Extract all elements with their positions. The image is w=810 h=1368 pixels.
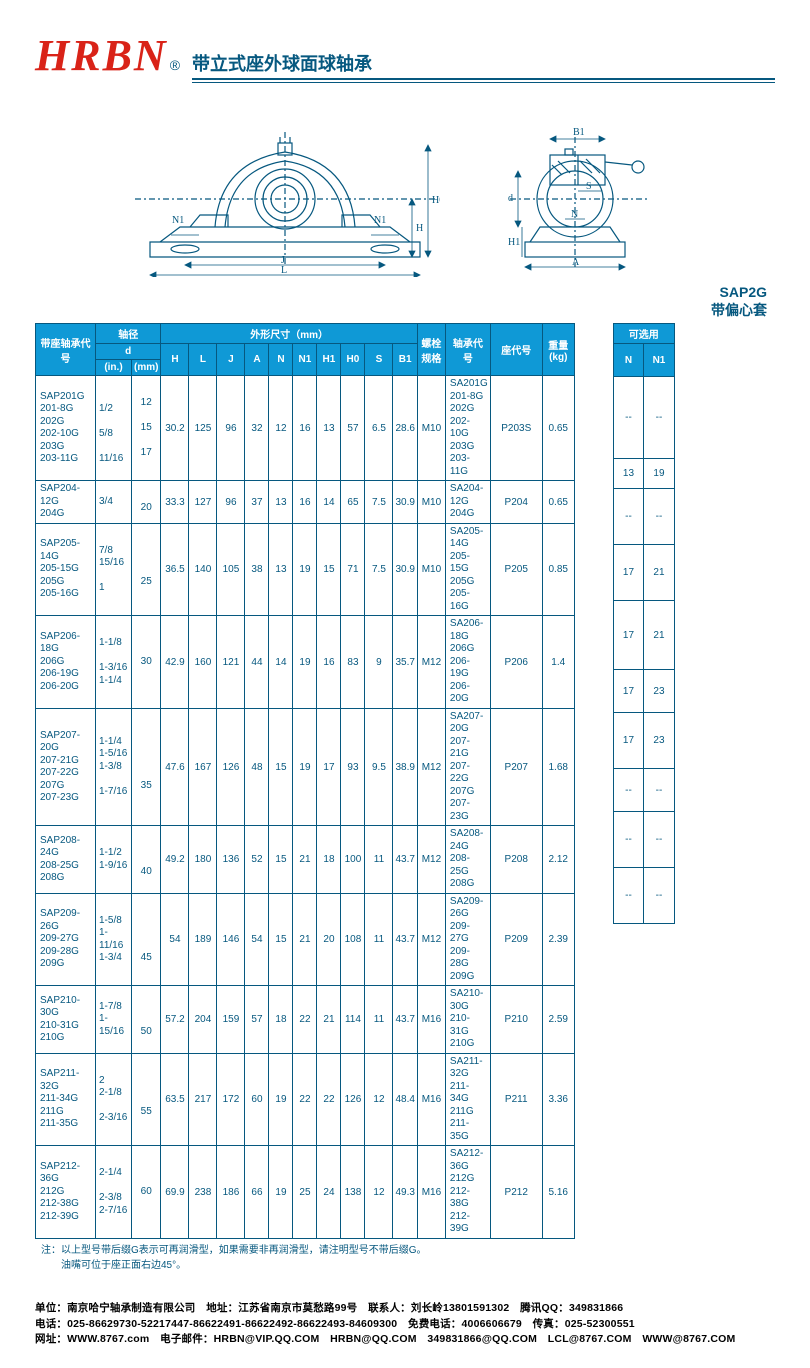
table-row: SAP201G 201-8G 202G 202-10G 203G 203-11G… (36, 376, 603, 481)
opt-row: 1723 (613, 713, 674, 769)
opt-row: ---- (613, 812, 674, 868)
th-A: A (245, 344, 269, 376)
brand-logo: HRBN (35, 30, 168, 81)
svg-text:d: d (508, 193, 513, 204)
svg-text:H: H (416, 223, 423, 234)
th-d: d (96, 344, 161, 360)
product-code: SAP2G (720, 284, 767, 300)
svg-text:B1: B1 (573, 127, 585, 138)
th-dimensions: 外形尺寸（mm） (161, 324, 417, 344)
footer-line-2: 电话：025-86629730-52217447-86622491-866224… (35, 1317, 775, 1333)
opt-row: 1319 (613, 459, 674, 489)
th-bearing: 轴承代号 (445, 324, 490, 376)
side-view-diagram: B1 d S N H1 A (480, 107, 680, 277)
th-inch: (in.) (96, 360, 132, 376)
opt-row: 1721 (613, 601, 674, 670)
svg-text:A: A (572, 257, 580, 268)
th-seat: 座代号 (490, 324, 542, 376)
note-line-2: 油嘴可位于座正面右边45°。 (41, 1258, 775, 1273)
svg-text:H0: H0 (432, 195, 440, 206)
svg-text:H1: H1 (508, 237, 520, 248)
th-weight: 重量(kg) (542, 324, 574, 376)
page-header: HRBN® 带立式座外球面球轴承 (35, 30, 775, 87)
th-bolt: 螺栓规格 (417, 324, 445, 376)
table-row: SAP206-18G 206G 206-19G 206-20G1-1/8 1-3… (36, 616, 603, 709)
th-L: L (189, 344, 217, 376)
diagram-row: H0 H N1 N1 J L (35, 107, 775, 277)
th-opt-N: N (613, 344, 644, 377)
table-row: SAP208-24G 208-25G 208G1-1/2 1-9/16 4049… (36, 826, 603, 894)
th-model: 带座轴承代号 (36, 324, 96, 376)
th-N: N (269, 344, 293, 376)
th-H0: H0 (341, 344, 365, 376)
spec-table: 带座轴承代号 轴径 外形尺寸（mm） 螺栓规格 轴承代号 座代号 重量(kg) … (35, 323, 603, 1239)
th-S: S (365, 344, 393, 376)
th-J: J (217, 344, 245, 376)
svg-text:N1: N1 (172, 215, 184, 226)
svg-text:S: S (586, 181, 592, 192)
title-underline-thin (192, 82, 775, 83)
table-row: SAP209-26G 209-27G 209-28G 209G1-5/8 1-1… (36, 893, 603, 986)
product-desc: 带偏心套 (711, 302, 767, 318)
optional-table: 可选用 N N1 ----1319----1721172117231723---… (613, 323, 675, 924)
table-notes: 注：以上型号带后缀G表示可再润滑型，如果需要非再润滑型，请注明型号不带后缀G。 … (35, 1243, 775, 1273)
table-row: SAP205-14G 205-15G 205G 205-16G7/8 15/16… (36, 523, 603, 616)
opt-row: ---- (613, 868, 674, 924)
opt-row: ---- (613, 377, 674, 459)
footer-line-3: 网址：WWW.8767.com 电子邮件：HRBN@VIP.QQ.COM HRB… (35, 1332, 775, 1348)
opt-row: 1723 (613, 670, 674, 713)
th-H1: H1 (317, 344, 341, 376)
opt-row: ---- (613, 769, 674, 812)
svg-text:L: L (281, 265, 287, 276)
th-shaft-dia: 轴径 (96, 324, 161, 344)
table-row: SAP207-20G 207-21G 207-22G 207G 207-23G1… (36, 708, 603, 826)
front-view-diagram: H0 H N1 N1 J L (130, 107, 440, 277)
table-row: SAP210-30G 210-31G 210G1-7/8 1-15/16 505… (36, 986, 603, 1054)
svg-text:N1: N1 (374, 215, 386, 226)
table-row: SAP211-32G 211-34G 211G 211-35G2 2-1/8 2… (36, 1053, 603, 1146)
opt-row: 1721 (613, 545, 674, 601)
table-row: SAP204-12G 204G3/4 2033.3127963713161465… (36, 481, 603, 524)
title-underline (192, 78, 775, 80)
page-title: 带立式座外球面球轴承 (192, 50, 775, 78)
note-line-1: 注：以上型号带后缀G表示可再润滑型，如果需要非再润滑型，请注明型号不带后缀G。 (41, 1243, 775, 1258)
th-H: H (161, 344, 189, 376)
svg-text:N: N (571, 209, 578, 220)
footer-line-1: 单位：南京哈宁轴承制造有限公司 地址：江苏省南京市莫愁路99号 联系人：刘长岭1… (35, 1301, 775, 1317)
th-opt-N1: N1 (644, 344, 675, 377)
registered-mark: ® (170, 57, 180, 73)
th-optional: 可选用 (613, 324, 674, 344)
opt-row: ---- (613, 489, 674, 545)
page-footer: 单位：南京哈宁轴承制造有限公司 地址：江苏省南京市莫愁路99号 联系人：刘长岭1… (0, 1293, 810, 1368)
th-N1: N1 (293, 344, 317, 376)
th-mm: (mm) (132, 360, 161, 376)
table-row: SAP212-36G 212G 212-38G 212-39G2-1/4 2-3… (36, 1146, 603, 1239)
product-label: SAP2G 带偏心套 (35, 283, 767, 319)
th-B1: B1 (393, 344, 417, 376)
